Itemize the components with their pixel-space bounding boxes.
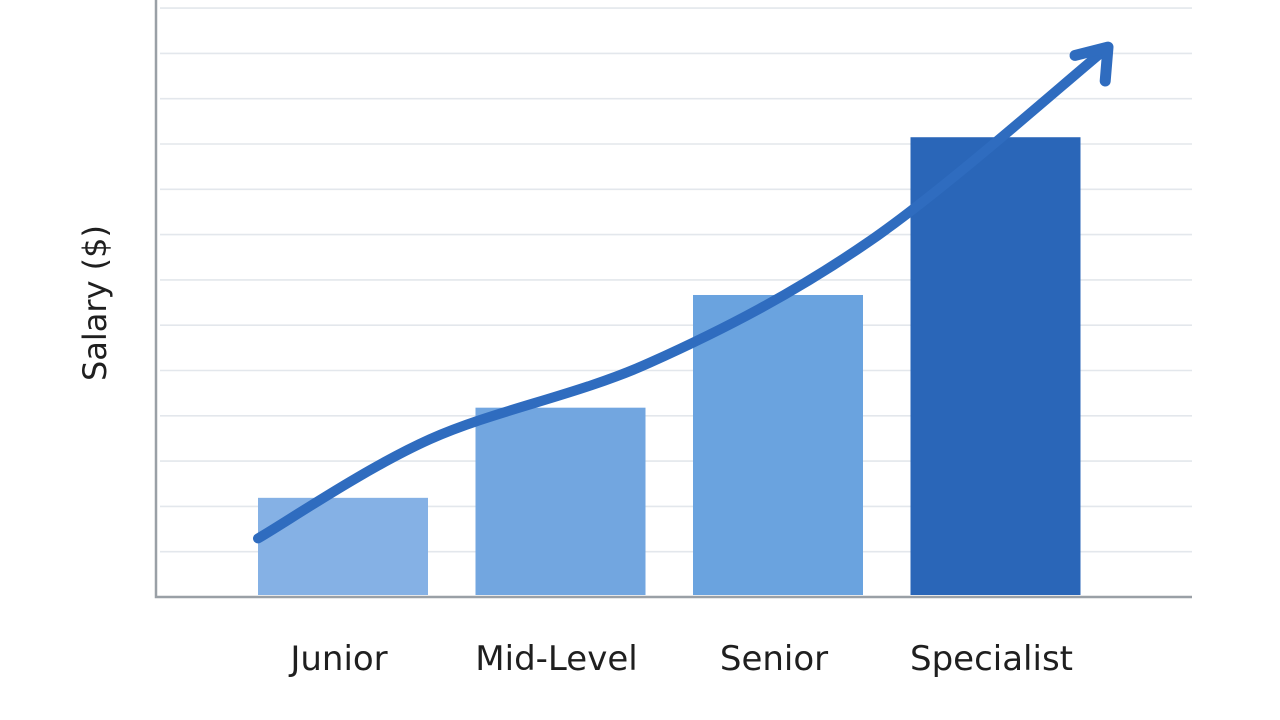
x-tick-label: Junior (288, 639, 387, 679)
arrowhead (1069, 41, 1114, 87)
x-tick-labels: Junior Mid-Level Senior Specialist (288, 639, 1073, 679)
x-tick-label: Senior (720, 639, 828, 679)
bar-junior (258, 497, 428, 595)
axes (154, 0, 1192, 599)
trend-curve (253, 42, 1113, 544)
axis-lines (154, 0, 1192, 599)
bar-specialist (910, 137, 1081, 595)
x-tick-label: Specialist (910, 639, 1073, 679)
bar-senior (693, 294, 863, 595)
bar-mid-level (475, 407, 646, 595)
x-tick-label: Mid-Level (475, 639, 637, 679)
trend-arrow (253, 41, 1114, 544)
y-axis-label: Salary ($) (76, 225, 114, 381)
bars (258, 137, 1081, 595)
